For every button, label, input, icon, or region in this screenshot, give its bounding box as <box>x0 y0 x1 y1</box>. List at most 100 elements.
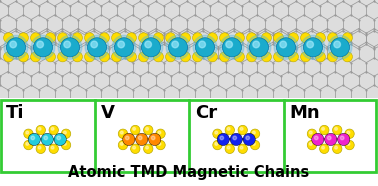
Circle shape <box>73 52 82 62</box>
Circle shape <box>58 35 82 59</box>
Circle shape <box>217 133 229 146</box>
Circle shape <box>227 127 230 130</box>
Circle shape <box>304 38 322 57</box>
Circle shape <box>288 52 298 62</box>
Circle shape <box>213 140 222 150</box>
Circle shape <box>249 38 268 57</box>
Circle shape <box>334 41 341 48</box>
Circle shape <box>240 146 243 149</box>
Circle shape <box>180 33 191 43</box>
Circle shape <box>130 144 140 153</box>
Circle shape <box>118 140 128 150</box>
Circle shape <box>223 38 242 57</box>
Circle shape <box>19 52 28 62</box>
Circle shape <box>151 136 155 140</box>
Circle shape <box>166 52 175 62</box>
Circle shape <box>172 41 178 48</box>
FancyBboxPatch shape <box>1 100 376 172</box>
Circle shape <box>57 33 68 43</box>
Circle shape <box>139 33 149 43</box>
Circle shape <box>51 127 54 130</box>
Circle shape <box>340 136 344 140</box>
Circle shape <box>240 127 243 130</box>
Circle shape <box>309 131 312 134</box>
Circle shape <box>274 33 284 43</box>
Circle shape <box>301 35 325 59</box>
Circle shape <box>166 33 175 43</box>
Circle shape <box>262 33 271 43</box>
Circle shape <box>144 125 153 135</box>
Circle shape <box>345 140 354 150</box>
Circle shape <box>309 142 312 145</box>
Circle shape <box>158 142 161 145</box>
Text: Cr: Cr <box>195 104 217 122</box>
Circle shape <box>34 38 53 57</box>
Circle shape <box>276 38 296 57</box>
Circle shape <box>225 125 234 135</box>
Circle shape <box>57 136 60 140</box>
Circle shape <box>61 129 71 138</box>
Circle shape <box>328 52 338 62</box>
Circle shape <box>19 33 28 43</box>
Circle shape <box>213 129 222 138</box>
Circle shape <box>99 52 109 62</box>
Circle shape <box>322 127 324 130</box>
Circle shape <box>91 41 98 48</box>
Circle shape <box>253 41 259 48</box>
Circle shape <box>54 133 66 146</box>
Circle shape <box>28 133 40 146</box>
Text: Ti: Ti <box>6 104 25 122</box>
Circle shape <box>233 136 237 140</box>
Circle shape <box>99 33 109 43</box>
Circle shape <box>327 136 331 140</box>
Circle shape <box>234 52 245 62</box>
Circle shape <box>166 35 190 59</box>
Circle shape <box>335 127 338 130</box>
Circle shape <box>36 125 45 135</box>
Circle shape <box>180 52 191 62</box>
Circle shape <box>280 41 287 48</box>
Circle shape <box>156 129 165 138</box>
Circle shape <box>328 33 338 43</box>
Text: Mn: Mn <box>290 104 320 122</box>
Circle shape <box>195 38 214 57</box>
Circle shape <box>36 144 45 153</box>
Circle shape <box>3 33 14 43</box>
Circle shape <box>120 142 123 145</box>
Circle shape <box>253 131 255 134</box>
Circle shape <box>49 125 59 135</box>
Circle shape <box>247 35 271 59</box>
Circle shape <box>262 52 271 62</box>
Circle shape <box>193 35 217 59</box>
Circle shape <box>333 125 342 135</box>
Circle shape <box>85 33 94 43</box>
Circle shape <box>342 33 352 43</box>
Circle shape <box>301 52 311 62</box>
Circle shape <box>64 142 66 145</box>
Circle shape <box>118 129 128 138</box>
Circle shape <box>342 52 352 62</box>
Circle shape <box>288 33 298 43</box>
Circle shape <box>123 133 135 146</box>
Circle shape <box>144 144 153 153</box>
Circle shape <box>345 129 354 138</box>
Circle shape <box>315 33 325 43</box>
Circle shape <box>301 33 311 43</box>
Circle shape <box>274 35 298 59</box>
Circle shape <box>330 38 350 57</box>
Circle shape <box>133 146 135 149</box>
Circle shape <box>138 136 142 140</box>
Circle shape <box>246 33 257 43</box>
Circle shape <box>319 144 329 153</box>
Circle shape <box>238 144 248 153</box>
Circle shape <box>61 140 71 150</box>
Circle shape <box>139 35 163 59</box>
Circle shape <box>333 144 342 153</box>
Circle shape <box>153 33 163 43</box>
Circle shape <box>328 35 352 59</box>
Circle shape <box>31 35 55 59</box>
Circle shape <box>45 33 56 43</box>
Circle shape <box>44 136 48 140</box>
Circle shape <box>307 41 313 48</box>
Circle shape <box>208 33 217 43</box>
